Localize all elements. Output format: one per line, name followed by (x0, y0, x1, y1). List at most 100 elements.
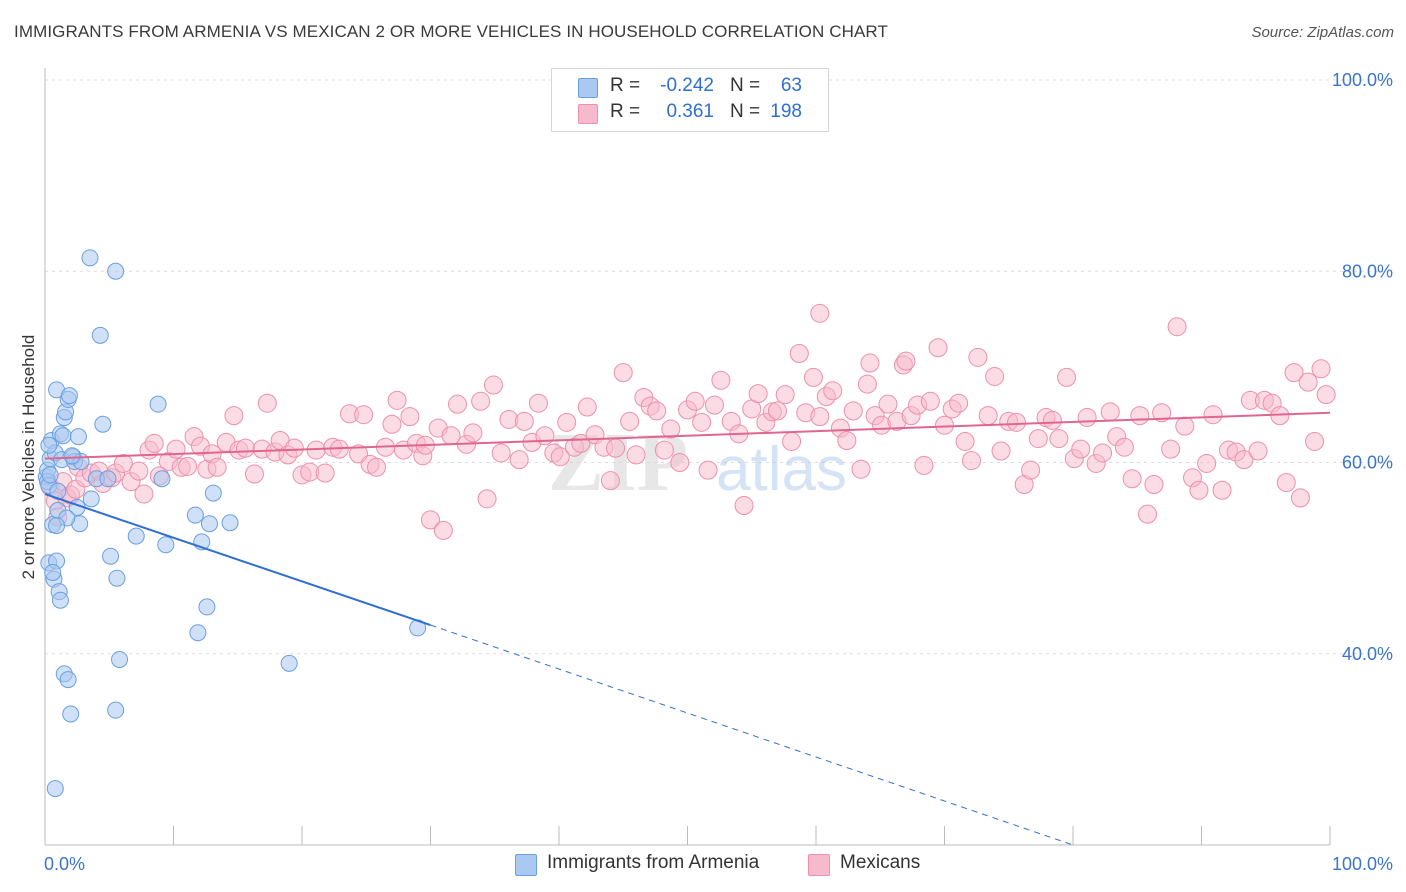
armenia-point (54, 427, 72, 445)
mexicans-legend-swatch (808, 854, 830, 876)
armenia-point (221, 514, 239, 532)
armenia-legend-swatch (515, 854, 537, 876)
armenia-point (91, 326, 109, 344)
mexicans-point (711, 370, 731, 390)
mexicans-point (1316, 385, 1336, 405)
mexicans-point (949, 393, 969, 413)
armenia-legend-label: Immigrants from Armenia (547, 852, 760, 873)
mexicans-point (514, 411, 534, 431)
grid-lines (45, 79, 1392, 655)
mexicans-point (685, 391, 705, 411)
mexicans-point (433, 520, 453, 540)
mexicans-point (129, 461, 149, 481)
legend-row-mexicans: R = 0.361 N = 198 (552, 101, 828, 127)
mexicans-point (1212, 480, 1232, 500)
mexicans-point (914, 455, 934, 475)
armenia-point (94, 415, 112, 433)
tick-labels: 40.0% 60.0% 80.0% 100.0% 0.0% 100.0% (44, 70, 1393, 874)
armenia-point (157, 536, 175, 554)
mexicans-point (1049, 429, 1069, 449)
mexicans-point (1305, 431, 1325, 451)
mexicans-point (606, 438, 626, 458)
mexicans-point (1144, 474, 1164, 494)
legend-row-armenia: R = -0.242 N = 63 (552, 75, 828, 101)
armenia-point (127, 527, 145, 545)
mexicans-point (284, 438, 304, 458)
armenia-point (102, 547, 120, 565)
armenia-point (51, 591, 69, 609)
mexicans-point (244, 464, 264, 484)
mexicans-point (1161, 439, 1181, 459)
mexicans-point (823, 381, 843, 401)
legend-r-label: R = (610, 75, 641, 96)
correlation-legend: R = -0.242 N = 63 R = 0.361 N = 198 (551, 68, 829, 132)
chart-title: IMMIGRANTS FROM ARMENIA VS MEXICAN 2 OR … (14, 22, 888, 41)
mexicans-point (985, 366, 1005, 386)
legend-item-mexicans[interactable]: Mexicans (808, 852, 938, 878)
mexicans-point (1298, 372, 1318, 392)
mexicans-point (354, 405, 374, 425)
mexicans-point (857, 374, 877, 394)
mexicans-point (387, 390, 407, 410)
mexicans-point (1130, 406, 1150, 426)
legend-item-armenia[interactable]: Immigrants from Armenia (515, 852, 785, 878)
mexicans-point (207, 457, 227, 477)
mexicans-point (1077, 408, 1097, 428)
mexicans-point (961, 451, 981, 471)
mexicans-point (1290, 488, 1310, 508)
mexicans-point (257, 393, 277, 413)
mexicans-trend-line (44, 411, 1331, 460)
mexicans-point (1138, 504, 1158, 524)
armenia-point (99, 470, 117, 488)
x-tick-label: 0.0% (44, 854, 85, 874)
mexicans-point (463, 423, 483, 443)
mexicans-point (991, 441, 1011, 461)
mexicans-point (178, 456, 198, 476)
armenia-point (62, 705, 80, 723)
mexicans-point (382, 414, 402, 434)
mexicans-point (1234, 450, 1254, 470)
legend-n-value: 63 (780, 75, 802, 96)
mexicans-point (734, 496, 754, 516)
armenia-point (153, 470, 171, 488)
armenia-point (69, 428, 87, 446)
mexicans-point (1057, 367, 1077, 387)
mexicans-point (400, 407, 420, 427)
mexicans-point (166, 439, 186, 459)
armenia-point (81, 249, 99, 267)
legend-r-label: R = (610, 101, 641, 122)
armenia-point (44, 563, 62, 581)
armenia-point (41, 466, 59, 484)
mexicans-point (600, 471, 620, 491)
mexicans-point (1167, 317, 1187, 337)
mexicans-point (810, 407, 830, 427)
armenia-point (82, 490, 100, 508)
mexicans-point (483, 375, 503, 395)
mexicans-point (654, 440, 674, 460)
mexicans-point (557, 412, 577, 432)
mexicans-point (661, 419, 681, 439)
armenia-point (108, 569, 126, 587)
armenia-point (189, 624, 207, 642)
mexicans-point (1006, 412, 1026, 432)
armenia-point (107, 701, 125, 719)
mexicans-point (1114, 437, 1134, 457)
mexicans-point (1248, 441, 1268, 461)
legend-r-value: 0.361 (666, 101, 714, 122)
armenia-swatch (578, 78, 598, 98)
armenia-point (111, 650, 129, 668)
legend-n-label: N = (730, 101, 761, 122)
mexicans-legend-label: Mexicans (840, 852, 921, 873)
armenia-point (186, 506, 204, 524)
armenia-point (48, 517, 66, 535)
mexicans-point (113, 453, 133, 473)
mexicans-point (1152, 403, 1172, 423)
mexicans-point (704, 395, 724, 415)
mexicans-point (447, 394, 467, 414)
mexicans-point (698, 460, 718, 480)
mexicans-point (471, 391, 491, 411)
mexicans-point (235, 438, 255, 458)
y-axis-label: 2 or more Vehicles in Household (19, 335, 38, 580)
mexicans-point (810, 303, 830, 323)
